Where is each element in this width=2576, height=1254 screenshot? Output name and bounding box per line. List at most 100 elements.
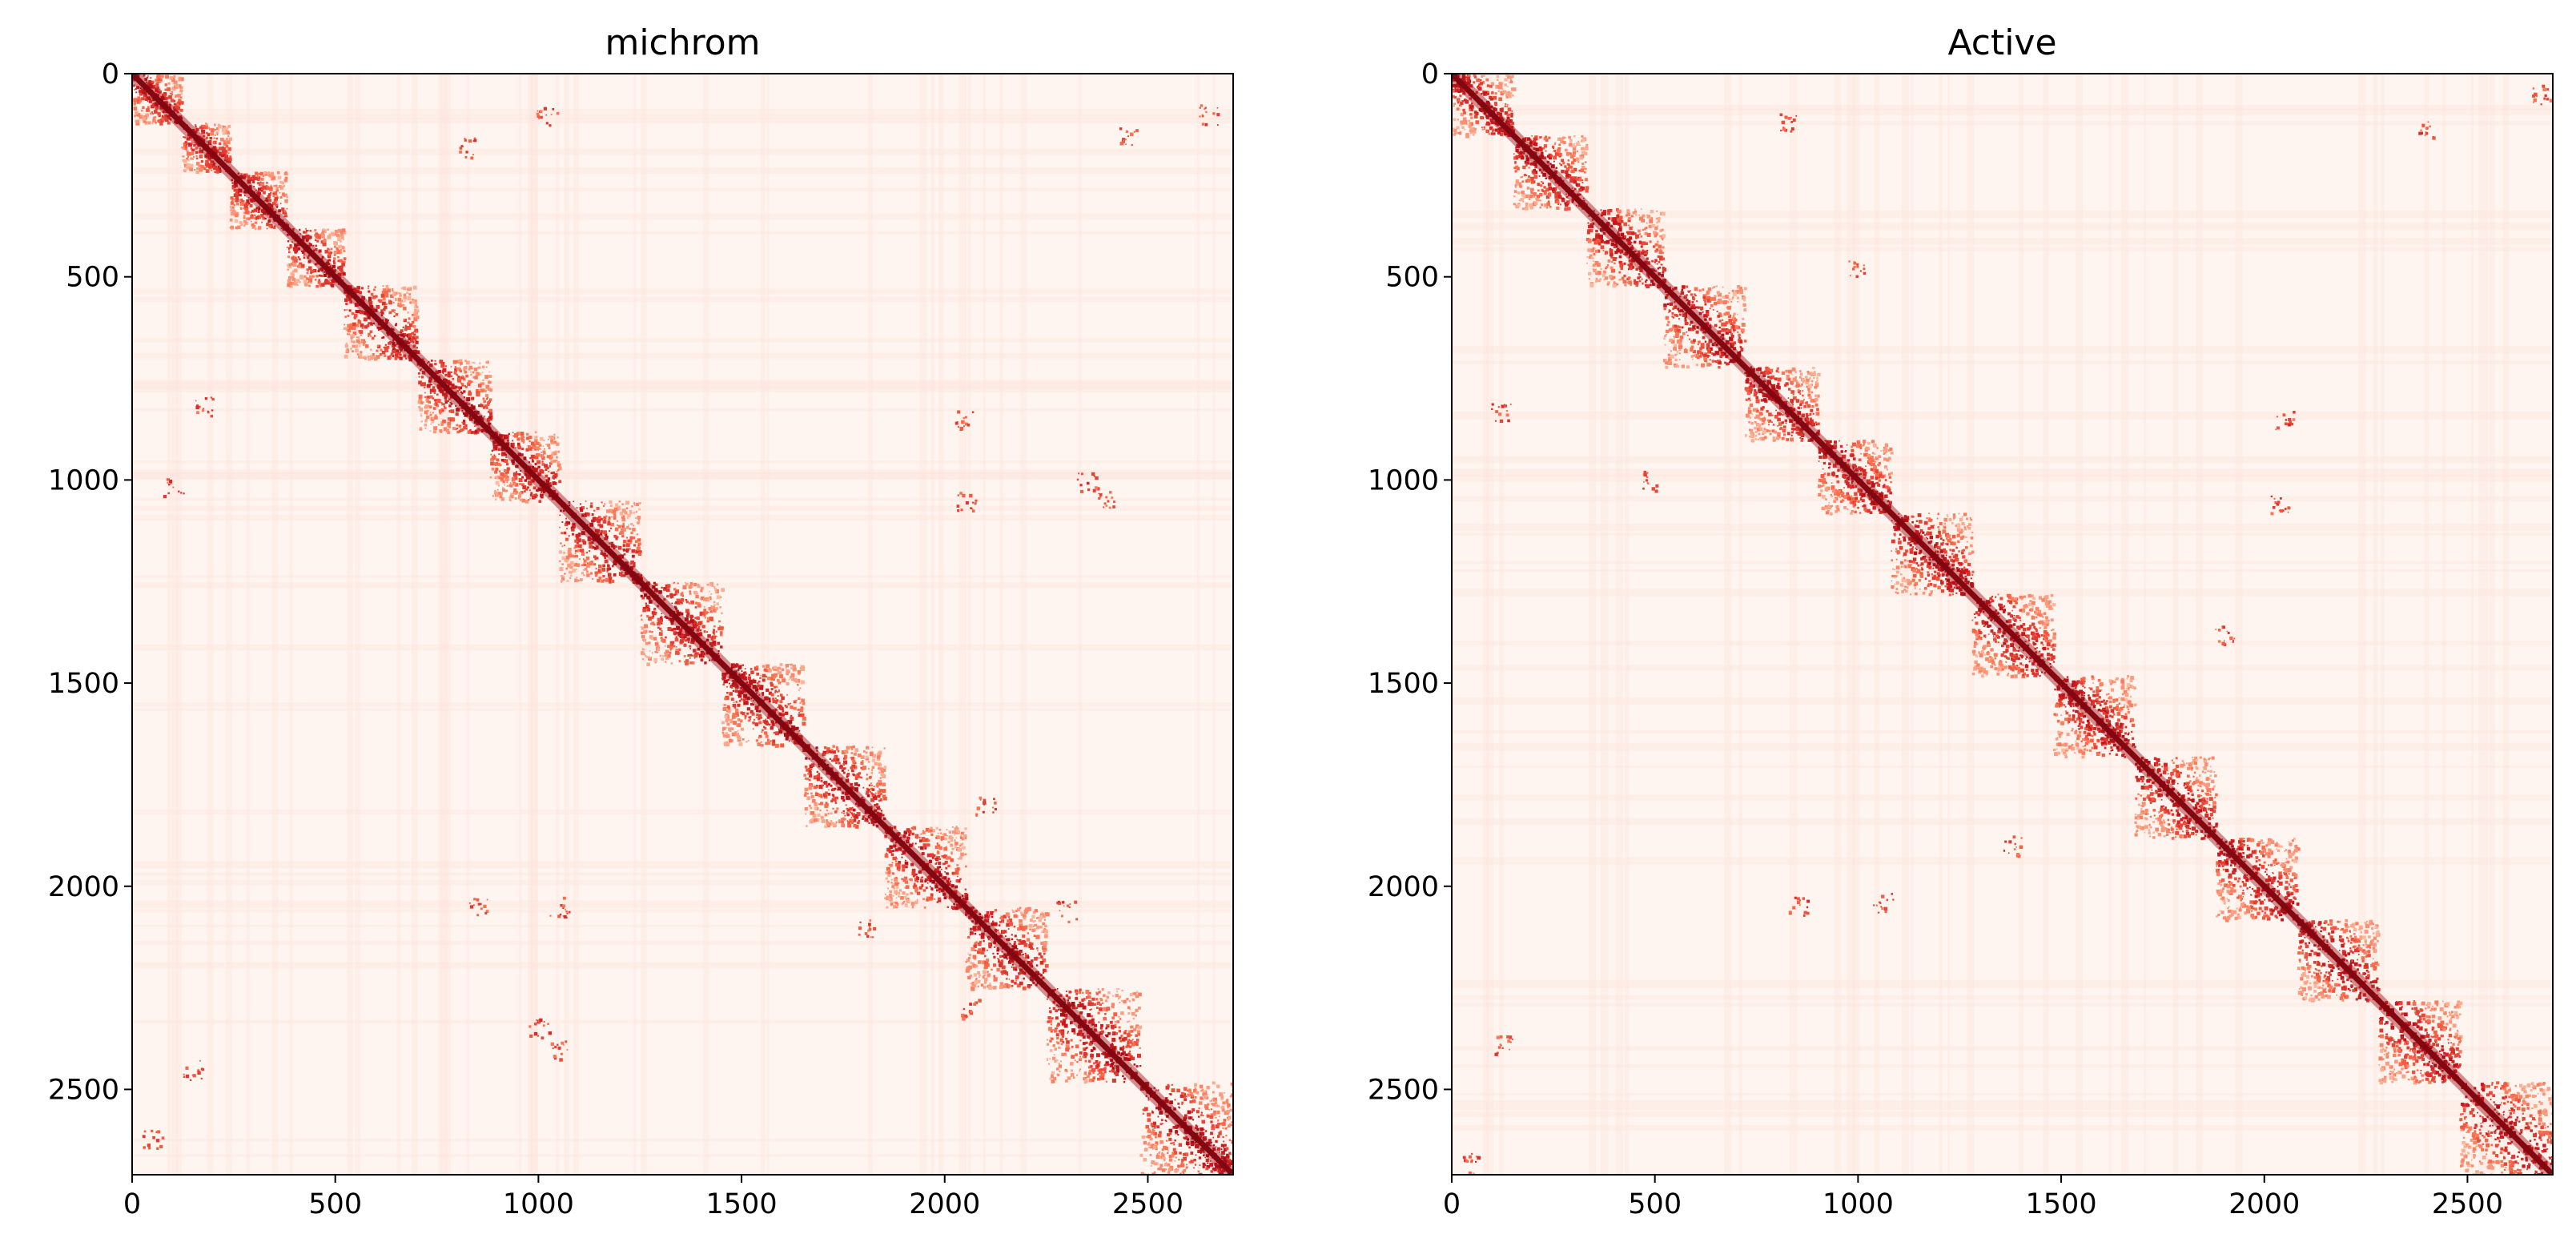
heatmap-cell bbox=[694, 617, 697, 619]
heatmap-cell bbox=[604, 557, 607, 559]
heatmap-cell bbox=[606, 567, 610, 571]
heatmap-cell bbox=[930, 829, 933, 833]
heatmap-cell bbox=[1009, 943, 1011, 945]
heatmap-cell bbox=[464, 413, 468, 417]
heatmap-cell bbox=[725, 734, 730, 738]
heatmap-cell bbox=[954, 826, 959, 831]
heatmap-cell bbox=[244, 207, 249, 211]
heatmap-cell bbox=[569, 561, 574, 565]
heatmap-cell bbox=[1003, 955, 1005, 958]
heatmap-cell bbox=[689, 593, 692, 595]
heatmap-cell bbox=[889, 863, 893, 867]
heatmap-cell bbox=[284, 199, 288, 203]
heatmap-cell bbox=[734, 664, 737, 668]
heatmap-cell bbox=[825, 791, 828, 794]
heatmap-stripe bbox=[1197, 74, 1200, 1175]
heatmap-cell bbox=[215, 137, 219, 140]
heatmap-cell bbox=[321, 234, 326, 239]
heatmap-cell bbox=[725, 719, 729, 723]
heatmap-stripe bbox=[132, 338, 1233, 343]
heatmap-cell bbox=[521, 476, 524, 479]
heatmap-cell bbox=[887, 871, 891, 874]
heatmap-cell bbox=[830, 820, 833, 822]
heatmap-cell bbox=[621, 515, 625, 519]
heatmap-cell bbox=[488, 371, 490, 373]
heatmap-cell bbox=[795, 699, 798, 701]
heatmap-cell bbox=[337, 236, 342, 241]
heatmap-cell bbox=[368, 296, 372, 300]
heatmap-cell bbox=[426, 384, 431, 388]
heatmap-cell bbox=[834, 797, 838, 799]
heatmap-cell bbox=[399, 292, 402, 295]
heatmap-cell bbox=[385, 332, 388, 334]
heatmap-cell bbox=[320, 231, 325, 236]
heatmap-cell bbox=[873, 795, 876, 799]
heatmap-cell bbox=[901, 856, 903, 858]
heatmap-cell bbox=[609, 530, 611, 533]
heatmap-cell bbox=[440, 421, 444, 424]
heatmap-cell bbox=[741, 670, 743, 673]
heatmap-cell bbox=[1020, 971, 1025, 975]
heatmap-cell bbox=[267, 195, 271, 199]
heatmap-cell bbox=[169, 118, 172, 121]
heatmap-cell bbox=[328, 248, 331, 251]
heatmap-cell bbox=[736, 733, 738, 734]
heatmap-cell bbox=[164, 83, 167, 86]
heatmap-cell bbox=[764, 696, 769, 701]
heatmap-cell bbox=[496, 442, 500, 446]
heatmap-cell bbox=[854, 782, 858, 786]
heatmap-cell bbox=[712, 635, 717, 640]
heatmap-cell bbox=[133, 98, 138, 102]
heatmap-cell bbox=[740, 698, 743, 701]
heatmap-cell bbox=[886, 880, 890, 883]
heatmap-stripe bbox=[167, 74, 171, 1175]
heatmap-cell bbox=[568, 504, 571, 507]
heatmap-cell bbox=[928, 875, 932, 879]
heatmap-cell bbox=[195, 151, 199, 154]
heatmap-cell bbox=[580, 508, 584, 512]
heatmap-cell bbox=[846, 820, 849, 822]
heatmap-cell bbox=[512, 435, 515, 437]
heatmap-cell bbox=[889, 846, 891, 849]
heatmap-cell bbox=[352, 340, 356, 344]
heatmap-cell bbox=[717, 650, 720, 653]
heatmap-cell bbox=[240, 173, 243, 175]
heatmap-cell bbox=[607, 573, 612, 577]
heatmap-cell bbox=[197, 144, 199, 147]
heatmap-cell bbox=[665, 661, 667, 663]
heatmap-cell bbox=[152, 116, 155, 119]
heatmap-cell bbox=[414, 305, 417, 308]
heatmap-cell bbox=[667, 645, 670, 649]
heatmap-cell bbox=[666, 584, 671, 588]
heatmap-cell bbox=[250, 215, 254, 219]
heatmap-cell bbox=[968, 965, 973, 970]
heatmap-cell bbox=[942, 854, 946, 858]
heatmap-cell bbox=[754, 688, 759, 692]
heatmap-cell bbox=[897, 882, 900, 885]
heatmap-cell bbox=[737, 723, 741, 728]
heatmap-cell bbox=[778, 689, 780, 692]
heatmap-cell bbox=[793, 740, 798, 744]
heatmap-cell bbox=[468, 368, 471, 371]
heatmap-cell bbox=[738, 742, 743, 746]
heatmap-cell bbox=[1007, 938, 1011, 942]
heatmap-cell bbox=[430, 360, 433, 362]
heatmap-cell bbox=[499, 492, 503, 496]
heatmap-cell bbox=[559, 526, 561, 529]
heatmap-cell bbox=[877, 806, 881, 810]
heatmap-cell bbox=[689, 645, 692, 648]
heatmap-cell bbox=[709, 598, 712, 601]
heatmap-cell bbox=[492, 444, 495, 446]
heatmap-cell bbox=[392, 289, 394, 292]
heatmap-cell bbox=[235, 199, 238, 203]
heatmap-cell bbox=[156, 80, 160, 84]
heatmap-cell bbox=[297, 284, 299, 286]
heatmap-cell bbox=[835, 782, 839, 785]
heatmap-cell bbox=[441, 371, 444, 373]
heatmap-cell bbox=[307, 235, 311, 239]
heatmap-cell bbox=[270, 191, 272, 194]
heatmap-cell bbox=[662, 654, 665, 657]
heatmap-stripe bbox=[132, 472, 1233, 480]
heatmap-cell bbox=[529, 497, 531, 500]
heatmap-cell bbox=[147, 82, 151, 86]
